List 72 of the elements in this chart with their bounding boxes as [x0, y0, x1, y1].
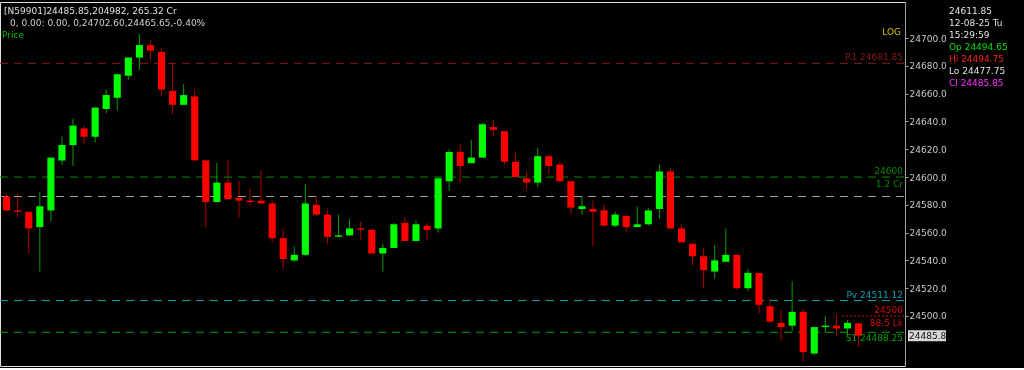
text: 24485.8 — [909, 330, 947, 341]
candlestick — [14, 193, 22, 218]
y-tick-label: 24600.0 — [909, 172, 947, 183]
candlestick — [146, 40, 154, 61]
candlestick — [224, 159, 232, 200]
candlestick — [235, 180, 243, 218]
y-tick-label: 24580.0 — [909, 200, 947, 211]
y-tick-label: 24560.0 — [909, 228, 947, 239]
candlestick — [578, 196, 586, 216]
ref-line-label: S1 24488.25 — [845, 333, 903, 344]
y-tick-label: 24680.0 — [909, 61, 947, 72]
candlestick — [401, 216, 409, 242]
candlestick — [700, 247, 708, 289]
candlestick — [323, 209, 332, 245]
candlestick — [113, 73, 121, 111]
annotation: 1.2 Cr — [875, 179, 904, 190]
ref-line-label: R1 24681.85 — [845, 52, 903, 63]
candlestick — [213, 162, 221, 203]
text: LOG — [882, 27, 902, 37]
y-tick-label: 24660.0 — [909, 89, 947, 100]
text: Lo 24477.75 — [949, 66, 1006, 76]
candlestick — [711, 244, 719, 279]
candlestick — [368, 227, 376, 254]
candlestick — [69, 118, 77, 167]
candlestick — [58, 136, 66, 166]
ref-line-label: 24500 — [874, 304, 904, 315]
candlestick — [456, 143, 464, 184]
candlestick — [379, 243, 387, 273]
ref-line-label: 24600 — [874, 166, 904, 177]
candlestick — [390, 222, 398, 249]
y-tick-label: 24540.0 — [909, 255, 947, 266]
candlestick — [279, 227, 287, 270]
candlestick — [644, 207, 652, 227]
candlestick — [777, 309, 785, 342]
candlestick — [423, 222, 431, 241]
text: Cl 24485.85 — [949, 78, 1004, 88]
annotation: 88.5 Lk — [869, 317, 904, 328]
y-tick-label: 24700.0 — [909, 33, 947, 44]
candlestick — [180, 83, 188, 106]
ref-line-label: Pv 24511.12 — [846, 289, 903, 300]
text: 12-08-25 Tu — [949, 18, 1003, 28]
candlestick — [80, 125, 88, 145]
candlestick — [25, 211, 33, 254]
y-tick-label: 24640.0 — [909, 116, 947, 127]
text: 15:29:59 — [949, 30, 990, 40]
candlestick — [766, 298, 774, 324]
candlestick — [335, 214, 343, 238]
candlestick — [312, 196, 320, 217]
candlestick — [523, 171, 531, 191]
candlestick — [545, 154, 553, 175]
candlestick — [412, 219, 420, 242]
candlestick — [589, 200, 597, 248]
candlestick — [722, 227, 730, 263]
candlestick — [102, 89, 110, 114]
y-tick-label: 24620.0 — [909, 144, 947, 155]
text: Hi 24494.75 — [949, 54, 1005, 64]
candlestick — [788, 280, 796, 332]
annotation: Price — [2, 30, 25, 40]
candlestick — [600, 204, 608, 227]
candlestick — [36, 191, 44, 273]
candlestick — [169, 61, 177, 116]
text: Op 24494.65 — [949, 42, 1008, 52]
annotation: 0, 0.00: 0.00, 0,24702.60,24465.65,-0.40% — [10, 18, 206, 28]
y-tick-label: 24520.0 — [909, 283, 947, 294]
candlestick — [622, 214, 630, 234]
candlestick — [357, 221, 365, 241]
candlestick — [3, 193, 11, 213]
candlestick — [744, 268, 752, 292]
candlestick — [135, 33, 143, 71]
annotation: [N59901]24485.85,204982, 265.32 Cr — [4, 6, 177, 16]
y-tick-label: 24500.0 — [909, 311, 947, 322]
text: 24611.85 — [949, 6, 992, 16]
